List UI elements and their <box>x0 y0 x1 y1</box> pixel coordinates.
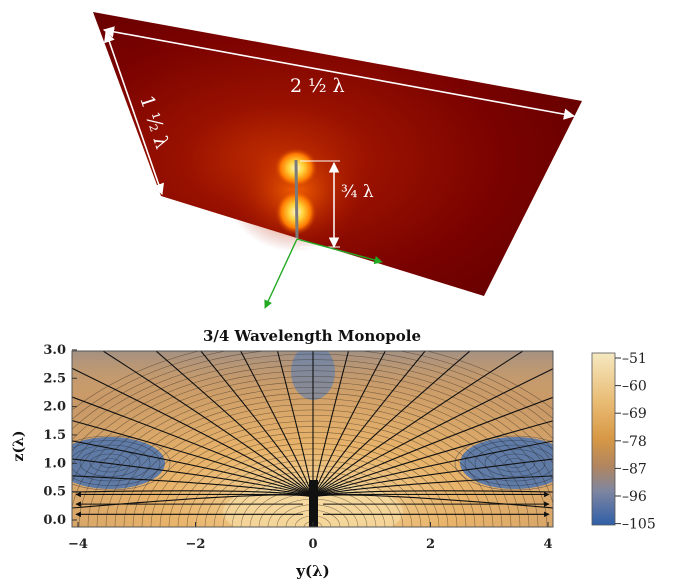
streamline <box>72 494 314 509</box>
y-tick-label: 2.5 <box>43 371 66 386</box>
y-axis-label: z(λ) <box>11 430 27 461</box>
streamline <box>155 351 314 498</box>
x-tick-label: 2 <box>426 537 435 552</box>
colorbar-tick-label: –78 <box>622 434 647 450</box>
contour-line <box>89 453 131 473</box>
y-tick-label: 1.5 <box>43 428 66 443</box>
width-dimension-arrow <box>102 26 576 120</box>
streamline <box>312 351 471 498</box>
contour-line <box>474 444 553 482</box>
contour-line <box>72 444 151 482</box>
plot-title: 3/4 Wavelength Monopole <box>203 327 421 345</box>
x-axis-label: y(λ) <box>295 562 329 580</box>
contour-line <box>79 449 141 477</box>
streamline <box>72 440 314 498</box>
monopole-core <box>309 480 318 527</box>
contour-plot <box>72 351 553 527</box>
streamline <box>312 475 553 498</box>
colorbar-tick-label: –69 <box>622 406 647 422</box>
streamline <box>312 458 553 498</box>
x-tick-label: 0 <box>308 537 317 552</box>
streamline <box>72 396 314 498</box>
y-tick-label: 0.0 <box>43 513 66 528</box>
cool-region-left <box>72 437 165 489</box>
y-tick-label: 3.0 <box>43 343 66 358</box>
height-dimension-arrow <box>104 30 164 196</box>
x-tick-label: −4 <box>68 537 88 552</box>
coordinate-axes <box>264 238 383 309</box>
colorbar-tick-label: –96 <box>622 489 647 505</box>
streamline <box>102 351 314 498</box>
contour-line <box>484 449 546 477</box>
contour-line <box>454 435 553 491</box>
colorbar <box>591 352 616 526</box>
y-tick-label: 1.0 <box>43 456 66 471</box>
streamline <box>312 351 524 498</box>
streamline <box>312 494 553 509</box>
streamline <box>312 420 553 498</box>
axis-x <box>264 238 298 309</box>
contour-line <box>494 453 536 473</box>
streamline <box>200 351 314 498</box>
plate-width-label: 2 ½ λ <box>290 75 345 97</box>
contour-line <box>464 440 553 486</box>
x-tick-label: −2 <box>186 537 206 552</box>
radiation-plate <box>93 12 582 296</box>
contour-line <box>99 458 121 468</box>
streamline <box>312 351 426 498</box>
colorbar-tick-label: –51 <box>622 351 647 367</box>
monopole-antenna <box>294 159 299 239</box>
streamline <box>72 475 314 498</box>
colorbar-ticks: –51 –60 –69 –78 –87 –96 –105 <box>615 351 656 533</box>
colorbar-tick-label: –87 <box>622 461 647 477</box>
streamline <box>72 419 314 498</box>
streamline <box>72 458 314 498</box>
y-tick-label: 0.5 <box>43 485 66 500</box>
x-axis-ticks: −4 −2 0 2 4 <box>68 522 553 552</box>
contour-line <box>72 440 161 486</box>
streamline <box>312 440 553 498</box>
contour-line <box>72 435 171 491</box>
monopole-length-label: ¾ λ <box>341 182 374 202</box>
colorbar-tick-label: –60 <box>622 379 647 395</box>
y-tick-label: 2.0 <box>43 400 66 415</box>
streamline <box>312 396 553 498</box>
colorbar-tick-label: –105 <box>622 517 656 533</box>
streamline <box>312 368 553 498</box>
streamline <box>72 367 314 498</box>
axis-y <box>296 238 383 265</box>
x-tick-label: 4 <box>543 537 552 552</box>
y-axis-ticks: 0.0 0.5 1.0 1.5 2.0 2.5 3.0 <box>43 343 77 528</box>
